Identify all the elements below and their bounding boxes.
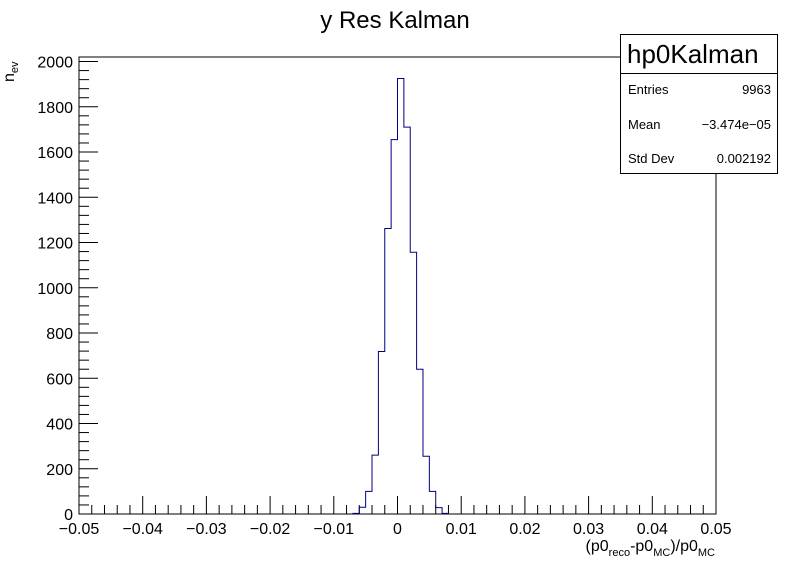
y-tick-label: 1600 [37, 145, 73, 162]
histogram-bin [436, 508, 442, 514]
y-tick-label: 800 [46, 326, 73, 343]
y-tick-label: 1400 [37, 190, 73, 207]
x-tick-label: 0.01 [446, 521, 477, 538]
histogram-bin [366, 491, 372, 514]
stats-entries-value: 9963 [742, 82, 771, 97]
x-tick-label: 0 [393, 521, 402, 538]
histogram-bin [391, 140, 397, 514]
stats-histogram-name: hp0Kalman [621, 35, 777, 74]
histogram-bin [423, 456, 429, 514]
y-tick-label: 400 [46, 417, 73, 434]
histogram-bin [410, 252, 416, 514]
y-tick-label: 600 [46, 371, 73, 388]
x-tick-label: 0.02 [509, 521, 540, 538]
histogram-bin [429, 491, 435, 514]
y-tick-label: 1800 [37, 100, 73, 117]
stats-mean-label: Mean [628, 117, 661, 132]
stats-box: hp0Kalman Entries 9963 Mean −3.474e−05 S… [620, 34, 778, 174]
x-tick-label: 0.05 [700, 521, 731, 538]
histogram-bin [359, 507, 365, 514]
x-tick-label: −0.02 [250, 521, 291, 538]
x-tick-label: −0.04 [122, 521, 163, 538]
y-tick-label: 1000 [37, 281, 73, 298]
stats-stddev-label: Std Dev [628, 151, 675, 166]
x-tick-label: −0.05 [59, 521, 100, 538]
x-axis-label: (p0reco-p0MC)/p0MC [586, 538, 716, 559]
histogram-bin [372, 455, 378, 514]
x-tick-label: 0.03 [573, 521, 604, 538]
stats-stddev-value: 0.002192 [716, 151, 771, 166]
y-tick-label: 1200 [37, 236, 73, 253]
y-axis-label: nev [1, 61, 21, 82]
histogram-bin [398, 78, 404, 514]
x-tick-label: −0.01 [314, 521, 355, 538]
histogram-outline [352, 77, 449, 514]
histogram-bin [385, 228, 391, 514]
stats-entries-label: Entries [628, 82, 669, 97]
y-tick-label: 2000 [37, 55, 73, 72]
chart-title: y Res Kalman [320, 7, 469, 34]
histogram-bin [378, 352, 384, 514]
histogram-bin [404, 127, 410, 514]
x-tick-label: 0.04 [637, 521, 668, 538]
y-tick-label: 200 [46, 462, 73, 479]
y-tick-label: 0 [64, 507, 73, 524]
histogram-bin [417, 369, 423, 514]
stats-mean-value: −3.474e−05 [701, 117, 771, 132]
x-tick-label: −0.03 [186, 521, 227, 538]
